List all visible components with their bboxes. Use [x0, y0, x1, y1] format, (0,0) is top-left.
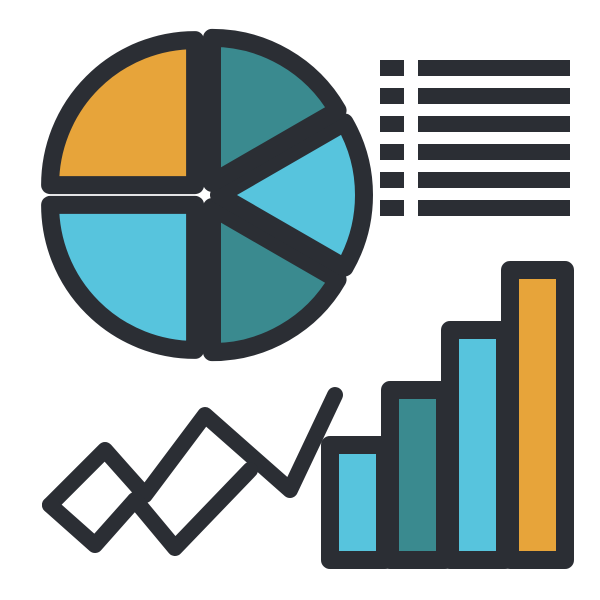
spark-lines-icon	[50, 395, 335, 548]
spark-line	[50, 395, 335, 505]
pie-chart-icon	[50, 38, 364, 352]
bar	[450, 330, 505, 560]
pie-slice	[50, 40, 195, 185]
pie-slice	[50, 205, 195, 350]
bar	[390, 390, 445, 560]
legend-lines-icon	[380, 68, 570, 208]
bar-chart-icon	[330, 270, 565, 560]
bar	[510, 270, 565, 560]
analytics-infographic-icon	[0, 0, 600, 600]
bar	[330, 445, 385, 560]
